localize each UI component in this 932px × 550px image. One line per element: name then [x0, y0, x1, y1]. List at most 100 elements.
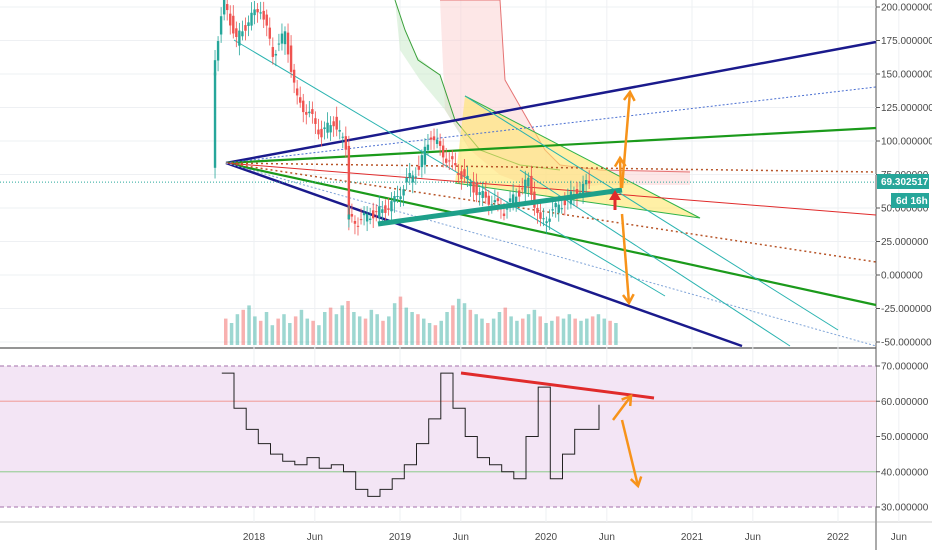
volume-bar — [602, 318, 607, 345]
volume-bar — [224, 318, 228, 345]
volume-bar — [235, 314, 240, 345]
candle-body — [350, 214, 354, 217]
candle-body — [481, 191, 484, 198]
candle-body — [508, 198, 512, 202]
volume-bar — [381, 320, 385, 345]
channel-line — [464, 95, 839, 331]
candle-body — [314, 118, 317, 124]
volume-bar — [503, 307, 508, 345]
support-trendline — [377, 187, 623, 227]
volume-bar — [293, 316, 298, 345]
candle-body — [353, 221, 357, 224]
candle-body — [490, 204, 494, 206]
candle-body — [518, 190, 521, 197]
candle-body — [411, 175, 414, 183]
candle-body — [539, 212, 542, 219]
candle-body — [584, 180, 588, 185]
x-tick-label: Jun — [891, 532, 907, 543]
volume-bar — [253, 316, 257, 345]
x-tick-label: 2018 — [243, 532, 266, 543]
candle-body — [454, 163, 457, 166]
volume-bar — [258, 320, 263, 345]
candle-body — [256, 8, 259, 13]
x-tick-label: Jun — [453, 532, 469, 543]
x-tick-label: Jun — [599, 532, 615, 543]
candle-body — [496, 198, 500, 202]
volume-bars — [224, 296, 618, 345]
candle-body — [235, 28, 238, 38]
volume-bar — [474, 314, 478, 345]
candle-body — [390, 201, 393, 212]
countdown-label: 6d 16h — [896, 196, 928, 207]
volume-bar — [451, 305, 455, 345]
volume-bar — [317, 325, 321, 345]
candle-body — [378, 206, 381, 218]
volume-bar — [264, 312, 269, 345]
candle-body — [277, 43, 281, 45]
candle-body — [505, 208, 509, 210]
candle-body — [262, 10, 265, 20]
candle-body — [423, 146, 427, 165]
arrow-up-small-head — [613, 155, 627, 168]
volume-bar — [392, 303, 397, 345]
candle-body — [326, 122, 329, 133]
rsi-tick-label: 30.000000 — [881, 503, 929, 514]
arrow-up-target — [620, 91, 632, 189]
price-panel[interactable] — [0, 0, 876, 346]
candle-body — [484, 191, 487, 198]
volume-bar — [305, 318, 310, 345]
y-tick-label: 200.000000 — [881, 3, 932, 14]
volume-bar — [585, 318, 589, 345]
volume-bar — [288, 323, 292, 345]
candle-body — [344, 136, 348, 150]
y-tick-label: -50.000000 — [881, 338, 932, 349]
volume-bar — [573, 318, 577, 345]
y-tick-label: 175.000000 — [881, 36, 932, 47]
volume-bar — [247, 305, 251, 345]
volume-bar — [614, 323, 618, 345]
candle-body — [347, 145, 351, 189]
candle-body — [554, 202, 557, 208]
candle-body — [219, 16, 223, 35]
candle-body — [575, 188, 579, 198]
candle-body — [286, 32, 290, 55]
volume-bar — [532, 309, 537, 345]
rsi-band — [0, 366, 876, 507]
candle-body — [244, 25, 247, 31]
candle-body — [393, 196, 396, 203]
volume-bar — [334, 314, 339, 345]
volume-bar — [486, 323, 490, 345]
candle-body — [396, 195, 399, 197]
candle-body — [323, 127, 326, 130]
candle-body — [445, 158, 448, 163]
candle-body — [578, 192, 582, 194]
volume-bar — [241, 309, 245, 345]
candle-body — [341, 136, 344, 138]
candle-body — [356, 225, 360, 227]
candle-body — [222, 0, 226, 15]
candle-body — [250, 12, 253, 26]
volume-bar — [363, 318, 368, 345]
y-tick-label: 100.000000 — [881, 137, 932, 148]
candle-body — [311, 109, 314, 114]
candle-body — [563, 198, 567, 206]
fan-line — [225, 162, 877, 216]
candle-body — [527, 177, 530, 187]
arrow-up-small — [618, 157, 623, 189]
candle-body — [466, 175, 469, 180]
candle-body — [587, 180, 591, 184]
rsi-tick-label: 40.000000 — [881, 467, 929, 478]
candle-body — [524, 179, 527, 193]
candle-body — [320, 128, 323, 138]
volume-bar — [555, 316, 560, 345]
candle-body — [289, 45, 293, 72]
candle-body — [259, 12, 262, 14]
candle-body — [557, 204, 560, 213]
candle-body — [347, 188, 351, 220]
candle-body — [511, 194, 515, 206]
volume-bar — [579, 320, 583, 345]
volume-bar — [352, 312, 356, 345]
volume-bar — [323, 312, 327, 345]
volume-bar — [375, 314, 379, 345]
